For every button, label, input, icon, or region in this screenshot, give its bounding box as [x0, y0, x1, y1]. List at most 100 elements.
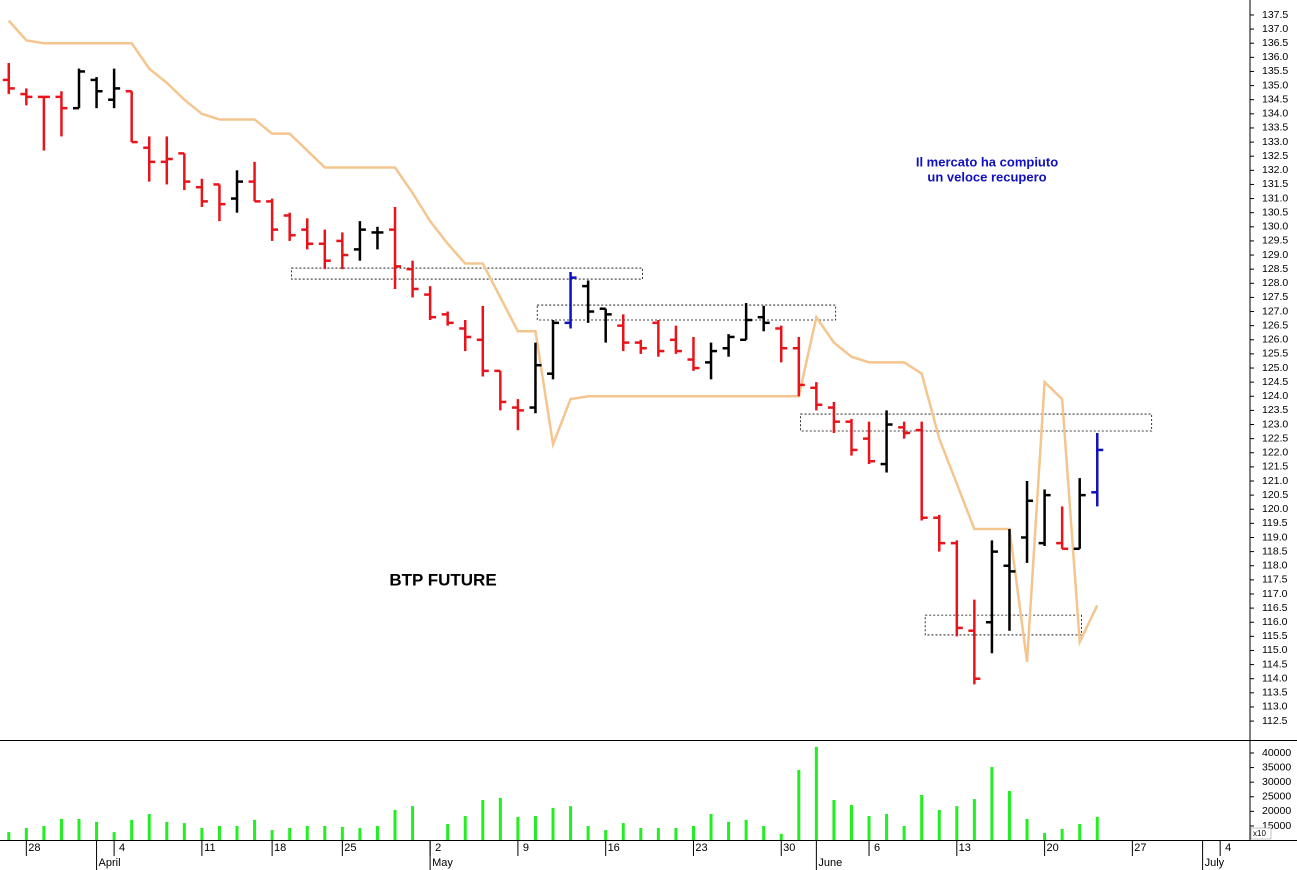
volume-bar: [498, 797, 502, 840]
y-tick-label: 116.0: [1262, 616, 1288, 628]
y-tick-label: 135.0: [1262, 79, 1288, 91]
unit-box: [1250, 827, 1272, 840]
y-tick-label: 135.5: [1262, 65, 1288, 77]
y-tick-label: 120.5: [1262, 489, 1288, 501]
x-tick-label: 27: [1134, 842, 1146, 854]
volume-bar: [885, 814, 889, 840]
volume-bar: [1095, 816, 1099, 840]
volume-bar: [130, 819, 134, 840]
zone: [536, 304, 837, 321]
y-tick-label: 126.5: [1262, 319, 1288, 331]
volume-bar: [937, 809, 941, 840]
volume-bar: [446, 823, 450, 840]
y-tick-label: 120.0: [1262, 503, 1288, 515]
volume-bar: [1007, 790, 1011, 840]
volume-bar: [779, 833, 783, 840]
y-tick-label: 119.0: [1262, 531, 1288, 543]
y-tick-label: 129.0: [1262, 249, 1288, 261]
y-tick-label: 136.0: [1262, 51, 1288, 63]
zone: [291, 267, 643, 280]
volume-bar: [375, 825, 379, 840]
volume-bar: [814, 746, 818, 840]
x-tick-label: 13: [959, 842, 971, 854]
volume-bar: [393, 809, 397, 840]
y-tick-label: 114.0: [1262, 672, 1288, 684]
volume-bar: [95, 821, 99, 840]
y-tick-label: 115.0: [1262, 644, 1288, 656]
volume-bar: [621, 823, 625, 840]
volume-bar: [1060, 828, 1064, 840]
volume-bar: [288, 828, 292, 840]
volume-bar: [586, 825, 590, 840]
volume-bar: [920, 795, 924, 840]
y-tick-label: 126.0: [1262, 334, 1288, 346]
volume-bar: [867, 816, 871, 840]
x-tick-label: 23: [695, 842, 707, 854]
y-tick-label: 136.5: [1262, 37, 1288, 49]
y-tick-label: 35000: [1262, 761, 1291, 773]
x-tick-label: 16: [608, 842, 620, 854]
y-tick-label: 125.0: [1262, 362, 1288, 374]
volume-bar: [200, 828, 204, 840]
y-tick-label: 121.5: [1262, 461, 1288, 473]
y-tick-label: 133.0: [1262, 136, 1288, 148]
y-tick-label: 130.5: [1262, 206, 1288, 218]
volume-bar: [849, 804, 853, 840]
volume-bar: [832, 799, 836, 840]
x-tick-label: 25: [344, 842, 356, 854]
volume-bar: [972, 799, 976, 840]
y-tick-label: 122.0: [1262, 447, 1288, 459]
y-tick-label: 40000: [1262, 747, 1291, 759]
volume-bar: [551, 807, 555, 840]
volume-bar: [217, 825, 221, 840]
y-tick-label: 132.0: [1262, 164, 1288, 176]
volume-bar: [42, 825, 46, 840]
y-tick-label: 30000: [1262, 776, 1291, 788]
y-tick-label: 128.0: [1262, 277, 1288, 289]
volume-bar: [797, 769, 801, 840]
y-tick-label: 122.5: [1262, 432, 1288, 444]
y-tick-label: 116.5: [1262, 602, 1288, 614]
volume-bar: [7, 832, 11, 840]
y-tick-label: 129.5: [1262, 235, 1288, 247]
volume-bar: [691, 825, 695, 840]
y-tick-label: 118.0: [1262, 560, 1288, 572]
volume-bar: [112, 832, 116, 840]
volume-bar: [305, 825, 309, 840]
y-tick-label: 124.5: [1262, 376, 1288, 388]
volume-bar: [253, 819, 257, 840]
y-tick-label: 119.5: [1262, 517, 1288, 529]
volume-bar: [727, 821, 731, 840]
y-tick-label: 121.0: [1262, 475, 1288, 487]
x-tick-label: 30: [783, 842, 795, 854]
y-tick-label: 113.0: [1262, 701, 1288, 713]
trend-line: [7, 19, 1099, 662]
volume-bar: [147, 814, 151, 840]
y-tick-label: 133.5: [1262, 122, 1288, 134]
volume-bar: [463, 816, 467, 840]
x-tick-label: 11: [204, 842, 215, 854]
month-label: July: [1205, 857, 1225, 869]
volume-bar: [411, 806, 415, 840]
y-tick-label: 127.5: [1262, 291, 1288, 303]
y-tick-label: 132.5: [1262, 150, 1288, 162]
volume-bar: [340, 826, 344, 840]
chart-title: BTP FUTURE: [389, 570, 496, 589]
x-tick-label: 9: [523, 842, 529, 854]
volume-bar: [762, 825, 766, 840]
month-label: April: [99, 857, 121, 869]
volume-bar: [902, 825, 906, 840]
zone: [924, 614, 1082, 636]
y-tick-label: 113.5: [1262, 687, 1288, 699]
y-tick-label: 131.0: [1262, 192, 1288, 204]
annotation: un veloce recupero: [927, 169, 1046, 184]
x-tick-label: 28: [28, 842, 40, 854]
volume-bar: [1043, 832, 1047, 840]
x-tick-label: 6: [874, 842, 880, 854]
y-tick-label: 117.0: [1262, 588, 1288, 600]
y-tick-label: 112.5: [1262, 715, 1288, 727]
volume-bar: [604, 830, 608, 840]
volume-bar: [182, 823, 186, 840]
y-tick-label: 115.5: [1262, 630, 1288, 642]
